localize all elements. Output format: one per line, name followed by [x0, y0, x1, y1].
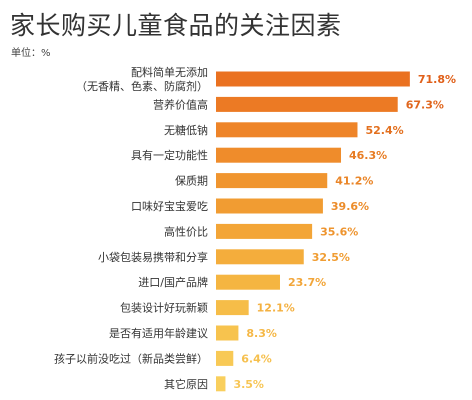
value-label: 32.5%: [312, 251, 350, 264]
bar: [216, 223, 313, 239]
value-label: 71.8%: [418, 73, 456, 86]
category-label: 口味好宝宝爱吃: [131, 199, 208, 213]
bar: [216, 325, 239, 341]
category-label: 包装设计好玩新颖: [120, 301, 208, 315]
value-label: 46.3%: [349, 149, 387, 162]
bar: [216, 376, 226, 392]
category-label: 配料简单无添加: [131, 65, 208, 79]
category-label: 具有一定功能性: [131, 148, 208, 162]
bar: [216, 147, 342, 163]
bar: [216, 71, 410, 87]
category-label: （无香精、色素、防腐剂）: [76, 79, 208, 93]
category-label: 进口/国产品牌: [138, 275, 208, 289]
category-label: 其它原因: [164, 377, 208, 391]
value-label: 41.2%: [335, 175, 373, 188]
value-label: 6.4%: [241, 352, 272, 365]
value-label: 39.6%: [331, 200, 369, 213]
bar: [216, 249, 304, 265]
value-label: 23.7%: [288, 276, 326, 289]
bar: [216, 198, 323, 214]
value-label: 3.5%: [233, 378, 264, 391]
bar: [216, 350, 234, 366]
category-label: 是否有适用年龄建议: [109, 326, 208, 340]
bars-layer: 71.8% 配料简单无添加（无香精、色素、防腐剂） 67.3% 营养价值高 52.4% 无…: [54, 65, 456, 392]
unit-label: 单位：%: [11, 48, 51, 59]
category-label: 小袋包装易携带和分享: [98, 250, 208, 264]
bar: [216, 122, 358, 138]
bar: [216, 96, 398, 112]
value-label: 8.3%: [246, 327, 277, 340]
category-label: 无糖低钠: [164, 123, 208, 137]
value-label: 12.1%: [257, 302, 295, 315]
bar: [216, 173, 328, 189]
value-label: 67.3%: [406, 98, 444, 111]
chart-title: 家长购买儿童食品的关注因素: [10, 11, 342, 40]
category-label: 营养价值高: [153, 97, 208, 111]
value-label: 52.4%: [365, 124, 403, 137]
value-label: 35.6%: [320, 225, 358, 238]
bar: [216, 274, 280, 290]
category-label: 孩子以前没吃过（新品类尝鲜）: [54, 351, 208, 365]
category-label: 高性价比: [164, 224, 208, 238]
category-label: 保质期: [175, 174, 208, 188]
bar: [216, 300, 249, 316]
